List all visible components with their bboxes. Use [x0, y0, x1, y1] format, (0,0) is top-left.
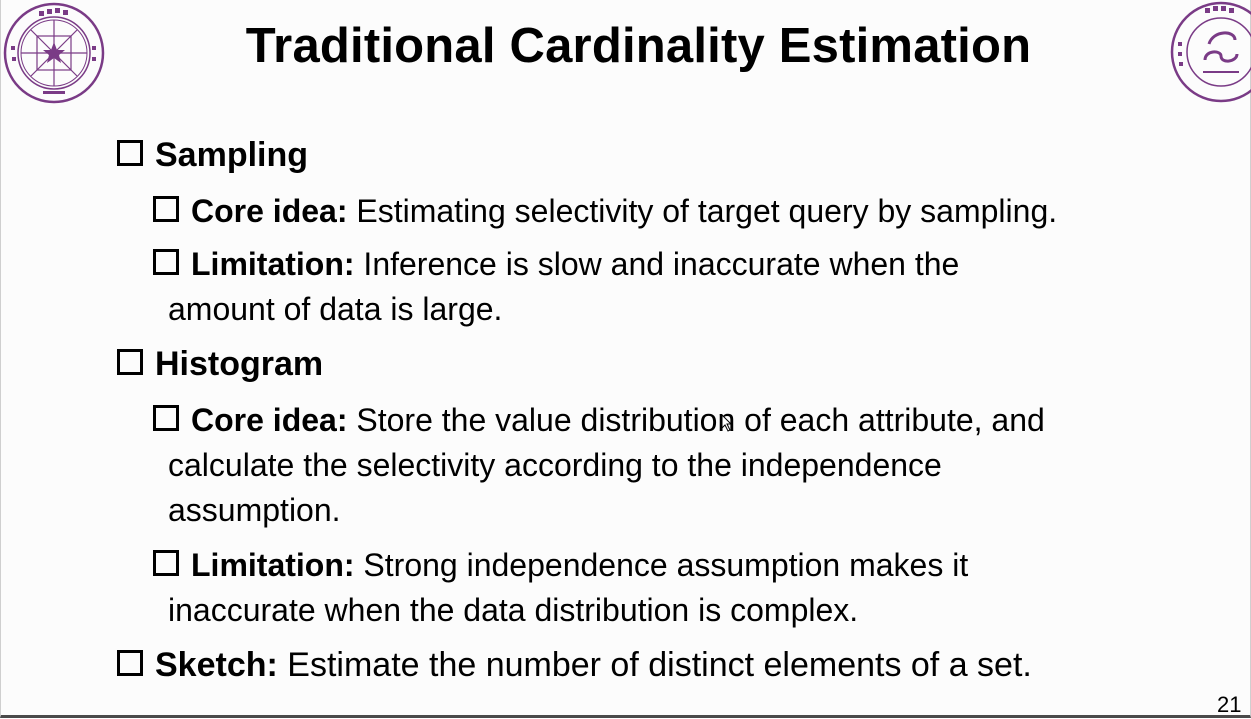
bullet-text: Estimate the number of distinct elements…	[287, 646, 1032, 684]
bullet-text: Inference is slow and inaccurate when th…	[363, 246, 960, 282]
checkbox-square-icon	[117, 650, 143, 676]
checkbox-square-icon	[117, 349, 143, 375]
bullet-label: Limitation:	[191, 246, 355, 282]
checkbox-square-icon	[153, 550, 179, 576]
sampling-limitation: Limitation: Inference is slow and inaccu…	[153, 242, 959, 287]
histogram-limitation-continued: inaccurate when the data distribution is…	[168, 592, 859, 628]
tsinghua-university-seal-icon	[3, 2, 105, 104]
bullet-label: Core idea:	[191, 193, 348, 229]
bullet-heading: Sampling	[155, 136, 309, 174]
bullet-text: Strong independence assumption makes it	[363, 547, 969, 583]
page-number: 21	[1217, 692, 1242, 717]
checkbox-square-icon	[153, 249, 179, 275]
checkbox-square-icon	[153, 405, 179, 431]
histogram-core-idea-continued: calculate the selectivity according to t…	[168, 447, 942, 483]
sampling-limitation-continued: amount of data is large.	[168, 291, 503, 327]
bullet-label: Limitation:	[191, 547, 355, 583]
histogram-core-idea-continued: assumption.	[168, 492, 341, 528]
bullet-label: Sketch:	[155, 646, 278, 684]
bullet-text: Store the value distribution of each att…	[356, 402, 1045, 438]
bullet-histogram: Histogram	[117, 342, 323, 387]
checkbox-square-icon	[153, 196, 179, 222]
tsinghua-cs-seal-icon	[1170, 1, 1251, 103]
bullet-sketch: Sketch: Estimate the number of distinct …	[117, 643, 1032, 688]
sampling-core-idea: Core idea: Estimating selectivity of tar…	[153, 189, 1057, 234]
slide-title: Traditional Cardinality Estimation	[245, 19, 1032, 73]
bullet-text: Estimating selectivity of target query b…	[356, 193, 1058, 229]
bullet-sampling: Sampling	[117, 133, 308, 178]
mouse-pointer-icon	[721, 414, 733, 432]
histogram-core-idea: Core idea: Store the value distribution …	[153, 398, 1045, 443]
checkbox-square-icon	[117, 140, 143, 166]
bullet-label: Core idea:	[191, 402, 348, 438]
bullet-heading: Histogram	[155, 345, 324, 383]
histogram-limitation: Limitation: Strong independence assumpti…	[153, 543, 968, 588]
